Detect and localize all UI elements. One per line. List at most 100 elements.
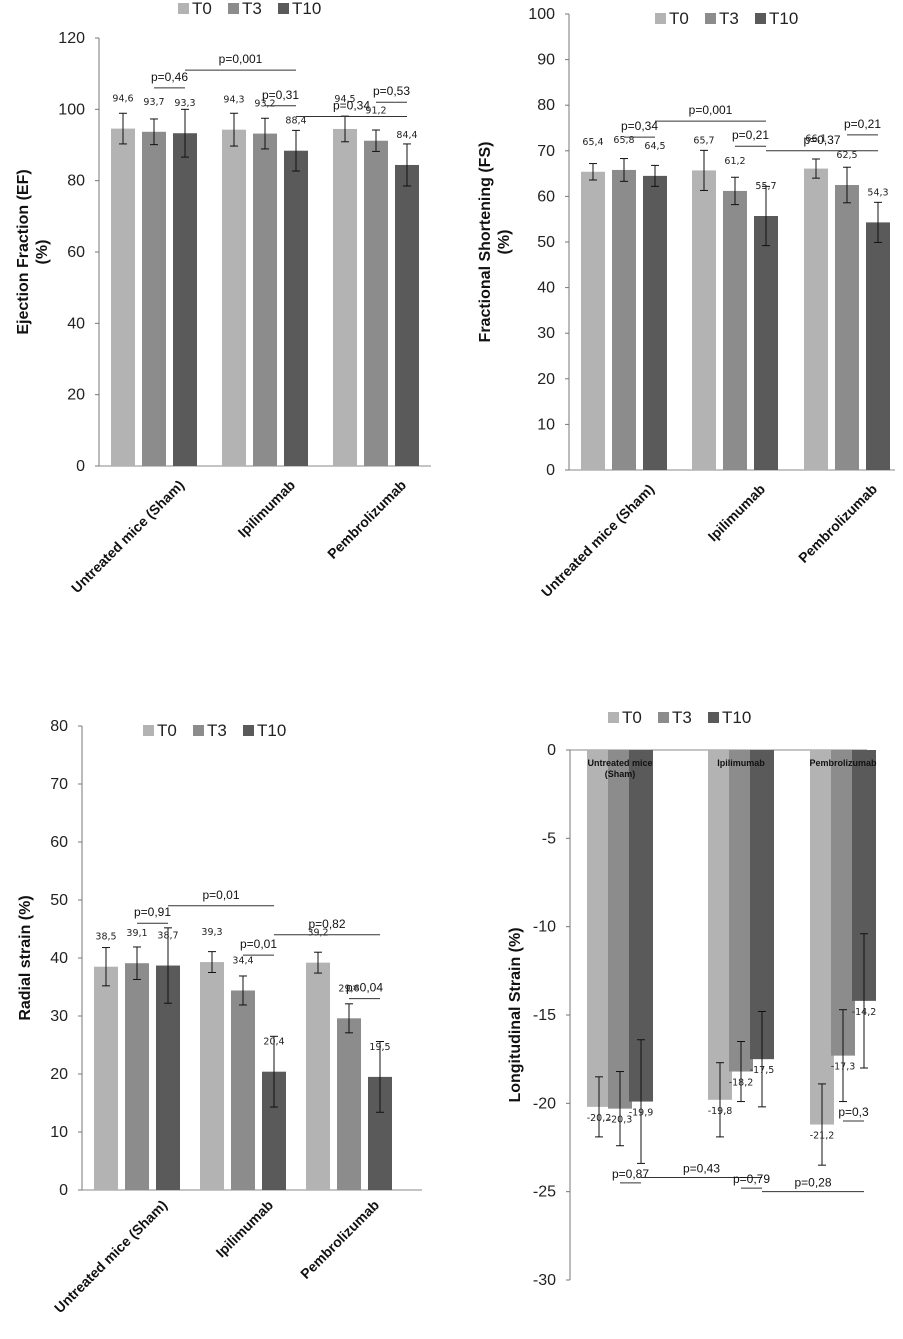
data-label: -20,3 xyxy=(608,1115,633,1126)
data-label: 93,2 xyxy=(254,99,275,110)
p-value-label: p=0,21 xyxy=(732,128,769,142)
legend-label-t3: T3 xyxy=(719,9,739,28)
data-label: -19,9 xyxy=(629,1108,654,1119)
bar-pembrolizumab-t10 xyxy=(866,222,890,470)
data-label: 64,5 xyxy=(644,141,665,152)
p-value-label: p=0,43 xyxy=(683,1162,720,1176)
data-label: -18,2 xyxy=(729,1078,754,1089)
legend-swatch-t10 xyxy=(755,13,766,24)
data-label: 39,1 xyxy=(126,928,147,939)
y-tick-label: 30 xyxy=(537,325,555,342)
bar-untreated-mice-sham-t3 xyxy=(612,169,636,470)
category-label-line: Pembrolizumab xyxy=(809,758,877,768)
data-label: 20,4 xyxy=(263,1037,284,1048)
y-tick-label: 60 xyxy=(50,834,68,851)
p-value-label: p=0,91 xyxy=(134,905,171,919)
p-value-label: p=0,34 xyxy=(333,98,370,112)
category-label-untreated-mice-sham: Untreated mice (Sham) xyxy=(587,758,652,779)
legend-label-t10: T10 xyxy=(257,721,286,740)
data-label: 55,7 xyxy=(755,181,776,192)
y-tick-label: 40 xyxy=(537,280,555,297)
bar-untreated-mice-sham-t3 xyxy=(142,131,166,466)
legend-label-t0: T0 xyxy=(192,0,212,18)
p-value-label: p=0,01 xyxy=(240,937,277,951)
category-label-pembrolizumab: Pembrolizumab xyxy=(795,481,880,566)
bar-ipilimumab-t10 xyxy=(284,150,308,466)
y-tick-label: 0 xyxy=(547,742,556,759)
longitudinal-strain-chart: 0 -5 -10 -15 -20 -25 -30 Longitudinal Strain (%… xyxy=(507,708,877,1289)
legend-label-t3: T3 xyxy=(242,0,262,18)
fractional-shortening-chart: 0 10 20 30 40 50 60 70 80 90 100 Fractional Shorten… xyxy=(477,6,895,600)
bar-ipilimumab-t10 xyxy=(750,750,774,1060)
ejection-fraction-chart: 0 20 40 60 80 100 120 Ejection Fraction (EF) (%)… xyxy=(15,0,431,596)
legend-label-t3: T3 xyxy=(207,721,227,740)
legend-swatch-t3 xyxy=(658,712,669,723)
y-axis-label-line: Radial strain (%) xyxy=(17,895,34,1020)
y-tick-label: 100 xyxy=(528,6,555,23)
y-tick-label: 50 xyxy=(50,892,68,909)
legend-swatch-t10 xyxy=(278,3,289,14)
legend-swatch-t0 xyxy=(608,712,619,723)
category-label-ipilimumab: Ipilimumab xyxy=(717,758,765,768)
bar-untreated-mice-sham-t0 xyxy=(581,171,605,470)
y-tick-label: -10 xyxy=(533,919,556,936)
data-label: 34,4 xyxy=(232,955,253,966)
category-label-untreated-mice-sham: Untreated mice (Sham) xyxy=(51,1197,170,1316)
legend-label-t10: T10 xyxy=(769,9,798,28)
data-label: 38,5 xyxy=(95,932,116,943)
p-value-label: p=0,82 xyxy=(308,917,345,931)
p-value-label: p=0,21 xyxy=(844,117,881,131)
p-value-label: p=0,34 xyxy=(621,119,658,133)
y-axis-label-line: (%) xyxy=(496,230,513,255)
y-tick-label: 100 xyxy=(58,101,85,118)
category-label-line: Ipilimumab xyxy=(717,758,765,768)
y-tick-label: 30 xyxy=(50,1008,68,1025)
y-axis-label-line: Ejection Fraction (EF) xyxy=(15,169,32,334)
data-label: 91,2 xyxy=(365,106,386,117)
y-tick-label: -15 xyxy=(533,1007,556,1024)
data-label: 65,4 xyxy=(582,137,603,148)
legend-swatch-t3 xyxy=(705,13,716,24)
bar-untreated-mice-sham-t0 xyxy=(111,128,135,467)
y-tick-label: 40 xyxy=(50,950,68,967)
y-tick-label: 80 xyxy=(50,718,68,735)
bar-pembrolizumab-t3 xyxy=(831,750,855,1056)
legend-label-t0: T0 xyxy=(669,9,689,28)
y-tick-label: 120 xyxy=(58,30,85,47)
y-axis-label-line: (%) xyxy=(34,240,51,265)
y-tick-label: 20 xyxy=(50,1066,68,1083)
p-value-label: p=0,79 xyxy=(733,1172,770,1186)
bar-pembrolizumab-t0 xyxy=(306,962,330,1190)
data-label: 65,8 xyxy=(613,135,634,146)
radial-strain-chart: 0 10 20 30 40 50 60 70 80 Radial strain (%) 38,5 39… xyxy=(17,718,422,1316)
p-value-label: p=0,37 xyxy=(803,133,840,147)
data-label: 62,5 xyxy=(836,150,857,161)
bar-pembrolizumab-t3 xyxy=(835,185,859,470)
data-label: 93,3 xyxy=(174,98,195,109)
legend-swatch-t3 xyxy=(228,3,239,14)
y-tick-label: 20 xyxy=(537,371,555,388)
y-tick-label: 60 xyxy=(537,188,555,205)
bar-pembrolizumab-t3 xyxy=(364,140,388,466)
y-axis-label: Ejection Fraction (EF) (%) xyxy=(15,169,51,334)
data-label: 65,7 xyxy=(693,135,714,146)
legend-swatch-t3 xyxy=(193,725,204,736)
bar-pembrolizumab-t3 xyxy=(337,1018,361,1190)
data-label: 54,3 xyxy=(867,187,888,198)
p-value-label: p=0,46 xyxy=(151,70,188,84)
legend-swatch-t0 xyxy=(143,725,154,736)
y-tick-label: 10 xyxy=(537,416,555,433)
bar-ipilimumab-t0 xyxy=(708,750,732,1100)
y-tick-label: 90 xyxy=(537,52,555,69)
y-axis-label-line: Fractional Shortening (FS) xyxy=(477,142,494,343)
bar-pembrolizumab-t0 xyxy=(810,750,834,1125)
category-label-line: (Sham) xyxy=(605,769,636,779)
category-label-ipilimumab: Ipilimumab xyxy=(213,1197,277,1261)
data-label: -21,2 xyxy=(810,1131,835,1142)
legend-label-t0: T0 xyxy=(157,721,177,740)
y-axis-label: Fractional Shortening (FS) (%) xyxy=(477,142,513,343)
y-tick-label: -25 xyxy=(533,1184,556,1201)
category-label-pembrolizumab: Pembrolizumab xyxy=(297,1197,382,1282)
y-axis-label-line: Longitudinal Strain (%) xyxy=(507,927,524,1102)
bar-ipilimumab-t3 xyxy=(723,190,747,471)
